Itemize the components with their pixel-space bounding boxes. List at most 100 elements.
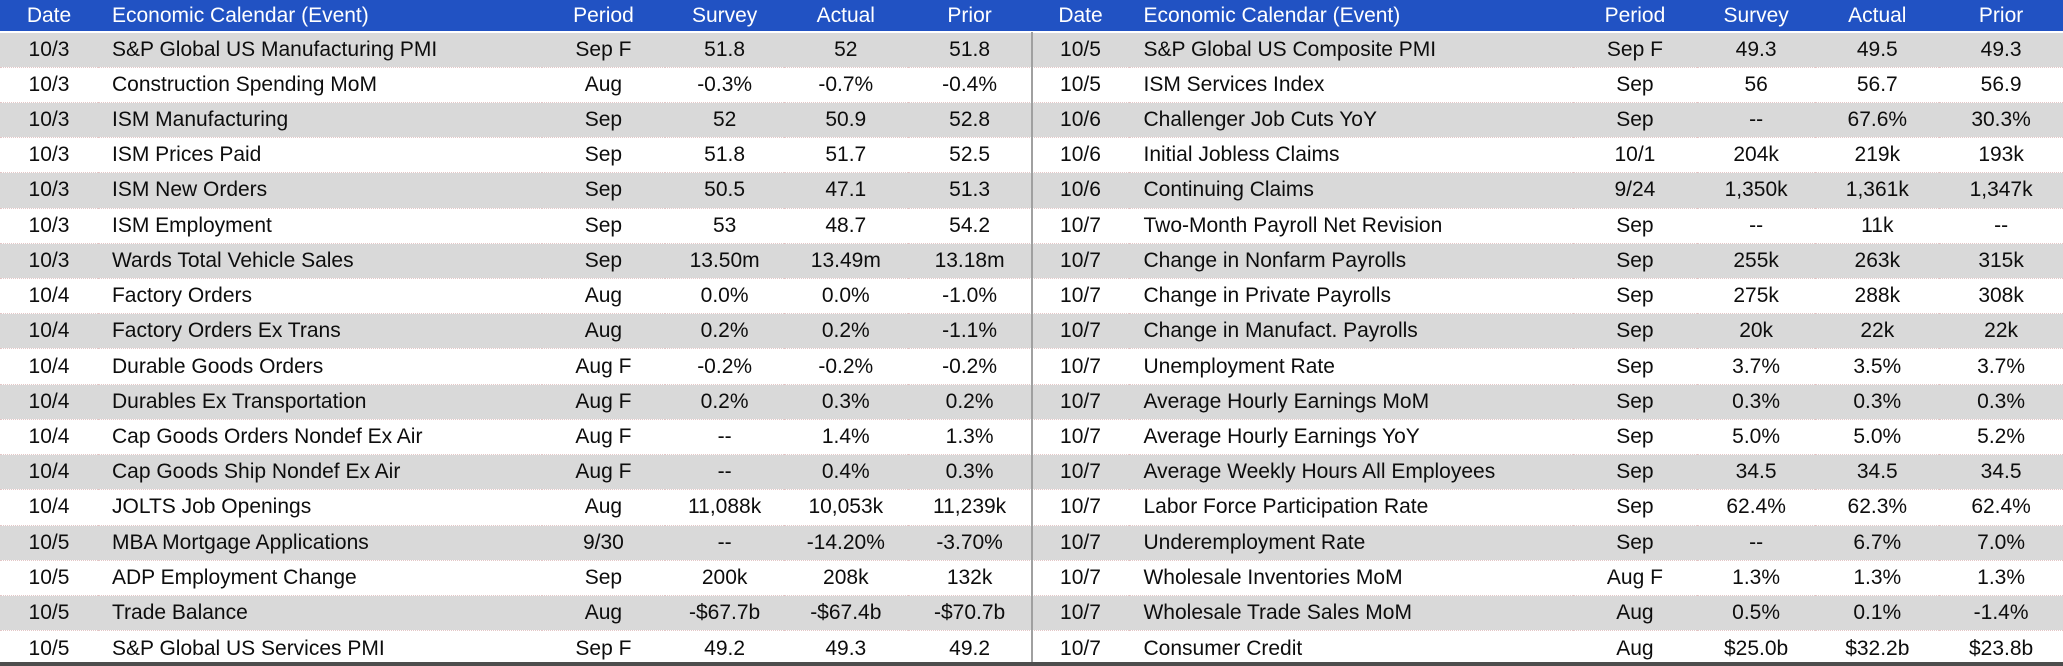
cell-prior: 52.8 [907, 101, 1032, 138]
cell-survey: 0.5% [1696, 594, 1816, 631]
table-row: 10/7 Change in Manufact. Payrolls Sep 20k 22… [1031, 313, 2063, 349]
cell-event: S&P Global US Services PMI [97, 630, 542, 666]
cell-prior: 132k [907, 559, 1032, 596]
cell-period: Sep [1573, 454, 1697, 490]
cell-date: 10/4 [0, 383, 98, 420]
cell-period: Sep [1573, 242, 1697, 279]
cell-period: Sep F [541, 32, 666, 68]
column-header-date: Date [1031, 0, 1130, 33]
cell-period: Sep [1573, 524, 1697, 561]
cell-period: Sep [1573, 418, 1697, 455]
cell-event: Wards Total Vehicle Sales [97, 242, 542, 279]
cell-survey: 275k [1696, 278, 1816, 314]
cell-date: 10/7 [1031, 313, 1130, 349]
cell-prior: 62.4% [1939, 489, 2063, 526]
cell-date: 10/7 [1031, 454, 1130, 490]
cell-actual: 10,053k [783, 489, 908, 526]
cell-event: Cap Goods Ship Nondef Ex Air [97, 454, 542, 490]
cell-period: Sep [541, 242, 666, 279]
cell-actual: 0.3% [783, 383, 908, 420]
cell-event: Trade Balance [97, 594, 542, 631]
table-row: 10/7 Change in Nonfarm Payrolls Sep 255k 263… [1031, 242, 2063, 279]
cell-event: S&P Global US Composite PMI [1129, 32, 1574, 68]
cell-period: Aug [541, 66, 666, 103]
table-row: 10/7 Average Hourly Earnings MoM Sep 0.3% 0.… [1031, 383, 2063, 420]
cell-date: 10/5 [1031, 66, 1130, 103]
cell-prior: 54.2 [907, 207, 1032, 244]
table-body-right: 10/5 S&P Global US Composite PMI Sep F 49.3… [1031, 32, 2063, 666]
table-body-left: 10/3 S&P Global US Manufacturing PMI Sep F… [0, 32, 1032, 666]
cell-event: Wholesale Trade Sales MoM [1129, 594, 1574, 631]
cell-event: JOLTS Job Openings [97, 489, 542, 526]
table-row: 10/4 Factory Orders Ex Trans Aug 0.2% 0.2% -1… [0, 313, 1032, 349]
cell-actual: 47.1 [783, 172, 908, 209]
cell-period: Aug [541, 278, 666, 314]
cell-event: ISM Prices Paid [97, 137, 542, 173]
cell-survey: -- [1696, 524, 1816, 561]
table-row: 10/4 Durables Ex Transportation Aug F 0.2% 0… [0, 383, 1032, 420]
cell-survey: -- [665, 454, 784, 490]
cell-period: Sep [1573, 348, 1697, 385]
cell-date: 10/4 [0, 454, 98, 490]
cell-actual: -0.7% [783, 66, 908, 103]
cell-period: Sep [541, 559, 666, 596]
cell-actual: 62.3% [1815, 489, 1940, 526]
table-row: 10/5 ISM Services Index Sep 56 56.7 56.9 [1031, 66, 2063, 103]
cell-period: Sep [1573, 101, 1697, 138]
cell-survey: -$67.7b [665, 594, 784, 631]
cell-survey: -- [665, 524, 784, 561]
cell-actual: 0.3% [1815, 383, 1940, 420]
cell-actual: $32.2b [1815, 630, 1940, 666]
table-row: 10/5 MBA Mortgage Applications 9/30 -- -14.2… [0, 524, 1032, 561]
table-row: 10/6 Challenger Job Cuts YoY Sep -- 67.6% 30.… [1031, 101, 2063, 138]
cell-survey: 1.3% [1696, 559, 1816, 596]
cell-actual: 48.7 [783, 207, 908, 244]
cell-period: Aug [541, 594, 666, 631]
column-header-prior: Prior [907, 0, 1032, 33]
cell-date: 10/5 [1031, 32, 1130, 68]
cell-event: Change in Manufact. Payrolls [1129, 313, 1574, 349]
cell-period: Sep F [541, 630, 666, 666]
cell-survey: 200k [665, 559, 784, 596]
cell-prior: 13.18m [907, 242, 1032, 279]
cell-date: 10/3 [0, 172, 98, 209]
cell-prior: 22k [1939, 313, 2063, 349]
cell-survey: 0.2% [665, 313, 784, 349]
cell-survey: 5.0% [1696, 418, 1816, 455]
cell-survey: 255k [1696, 242, 1816, 279]
cell-date: 10/7 [1031, 524, 1130, 561]
cell-prior: 7.0% [1939, 524, 2063, 561]
cell-date: 10/4 [0, 313, 98, 349]
cell-actual: 0.1% [1815, 594, 1940, 631]
cell-date: 10/5 [0, 524, 98, 561]
cell-period: Sep [541, 207, 666, 244]
table-row: 10/5 S&P Global US Composite PMI Sep F 49.3… [1031, 32, 2063, 68]
cell-period: Aug F [541, 418, 666, 455]
cell-actual: 49.5 [1815, 32, 1940, 68]
cell-period: Aug [541, 313, 666, 349]
table-row: 10/3 ISM Employment Sep 53 48.7 54.2 [0, 207, 1032, 244]
cell-actual: 1,361k [1815, 172, 1940, 209]
cell-date: 10/7 [1031, 207, 1130, 244]
cell-event: Durables Ex Transportation [97, 383, 542, 420]
cell-prior: $23.8b [1939, 630, 2063, 666]
cell-survey: 53 [665, 207, 784, 244]
cell-prior: -3.70% [907, 524, 1032, 561]
cell-survey: 34.5 [1696, 454, 1816, 490]
cell-event: Challenger Job Cuts YoY [1129, 101, 1574, 138]
cell-event: Initial Jobless Claims [1129, 137, 1574, 173]
column-header-period: Period [1573, 0, 1697, 33]
cell-period: Aug [541, 489, 666, 526]
cell-event: ISM Manufacturing [97, 101, 542, 138]
cell-survey: 3.7% [1696, 348, 1816, 385]
cell-date: 10/6 [1031, 101, 1130, 138]
table-row: 10/4 JOLTS Job Openings Aug 11,088k 10,053k 1… [0, 489, 1032, 526]
table-row: 10/4 Cap Goods Ship Nondef Ex Air Aug F -- 0… [0, 454, 1032, 490]
cell-event: Wholesale Inventories MoM [1129, 559, 1574, 596]
cell-actual: 288k [1815, 278, 1940, 314]
cell-event: Underemployment Rate [1129, 524, 1574, 561]
column-header-event: Economic Calendar (Event) [1129, 0, 1574, 33]
cell-actual: 11k [1815, 207, 1940, 244]
